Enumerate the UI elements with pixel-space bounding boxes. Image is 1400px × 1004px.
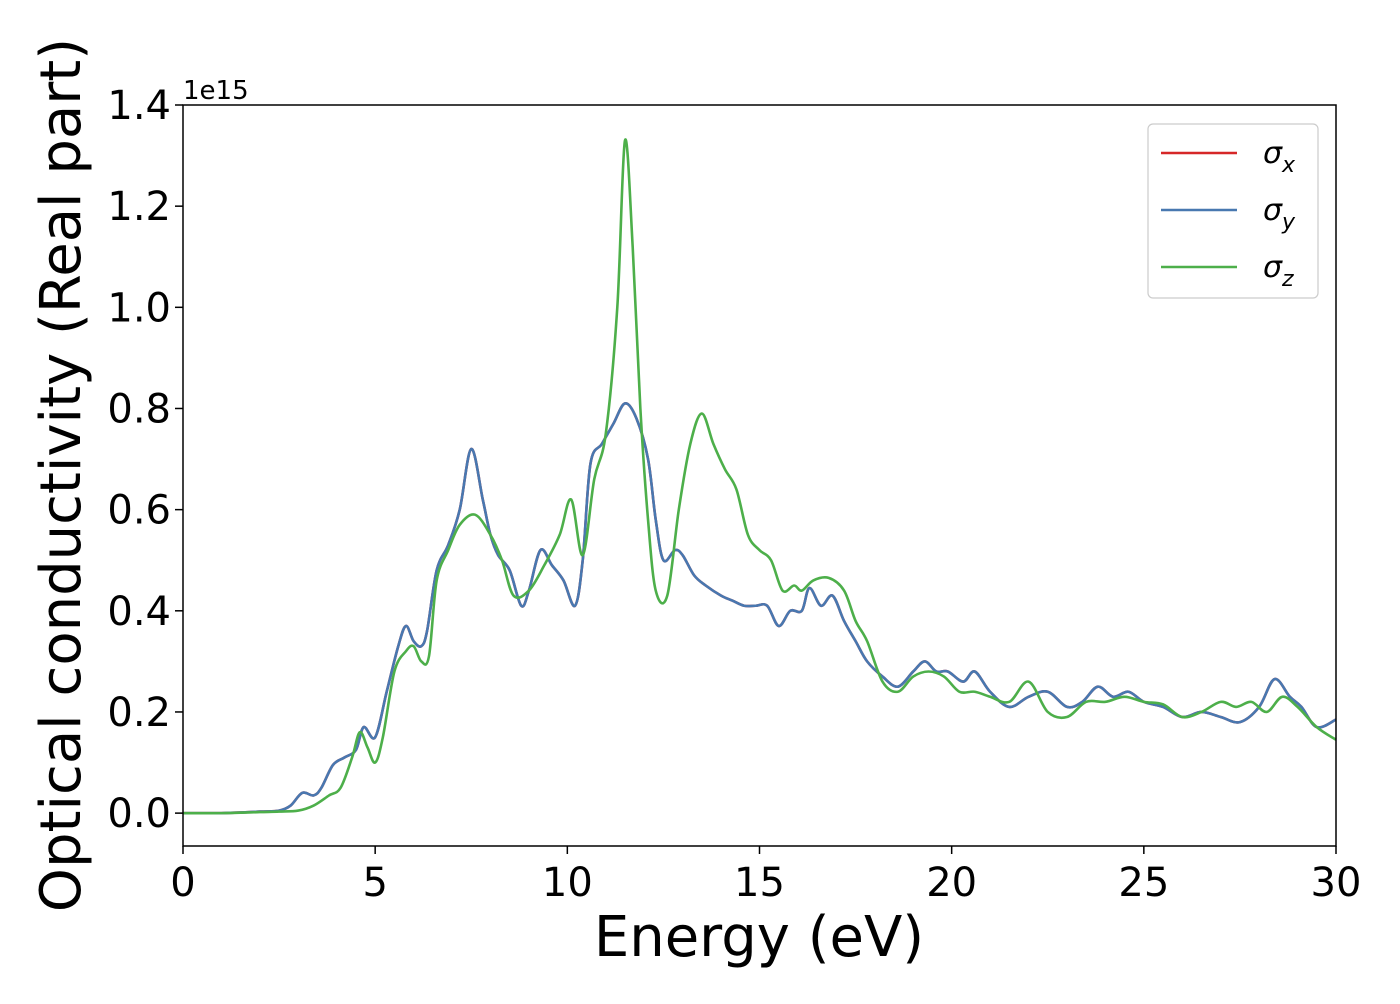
y-tick-label: 1.2: [107, 184, 171, 230]
y-axis-ticks: 0.0 0.2 0.4 0.6 0.8 1.0 1.2 1.4: [107, 83, 183, 837]
x-tick-label: 20: [926, 860, 977, 906]
y-tick-label: 0.8: [107, 386, 171, 432]
series-line-sigma-z: [182, 138, 1337, 815]
series-layer: [182, 138, 1337, 815]
y-tick-label: 1.0: [107, 285, 171, 331]
legend-label-sigma-z: σz: [1263, 250, 1294, 292]
x-tick-label: 10: [542, 860, 593, 906]
legend-label-sigma-x: σx: [1263, 136, 1296, 178]
series-line-sigma-y: [182, 402, 1337, 815]
x-tick-label: 5: [362, 860, 387, 906]
legend-label-subscript: x: [1281, 153, 1296, 178]
y-tick-label: 1.4: [107, 83, 171, 129]
y-tick-label: 0.6: [107, 488, 171, 534]
x-tick-label: 30: [1311, 860, 1362, 906]
legend-label-symbol: σ: [1263, 136, 1283, 171]
y-tick-label: 0.2: [107, 690, 171, 736]
x-tick-label: 0: [170, 860, 195, 906]
x-tick-label: 15: [734, 860, 785, 906]
legend-label-symbol: σ: [1263, 193, 1283, 228]
legend-label-subscript: z: [1281, 267, 1294, 292]
y-offset-text: 1e15: [183, 76, 249, 106]
legend-label-symbol: σ: [1263, 250, 1283, 285]
legend-label-sigma-y: σy: [1263, 193, 1296, 235]
x-axis-label: Energy (eV): [594, 905, 924, 970]
x-axis-ticks: 0 5 10 15 20 25 30: [170, 846, 1361, 906]
legend-label-subscript: y: [1281, 210, 1296, 235]
x-tick-label: 25: [1118, 860, 1169, 906]
y-axis-label: Optical conductivity (Real part): [29, 38, 94, 912]
y-tick-label: 0.4: [107, 589, 171, 635]
y-tick-label: 0.0: [107, 791, 171, 837]
